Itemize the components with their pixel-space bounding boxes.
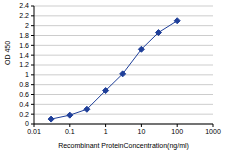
svg-text:0: 0: [25, 120, 29, 127]
svg-text:10: 10: [138, 128, 146, 135]
svg-text:Recombinant ProteinConcentrati: Recombinant ProteinConcentration(ng/ml): [58, 142, 189, 150]
svg-text:2.2: 2.2: [19, 12, 29, 19]
svg-text:1000: 1000: [205, 128, 217, 135]
svg-text:0.1: 0.1: [65, 128, 75, 135]
svg-text:1.2: 1.2: [19, 61, 29, 68]
svg-text:100: 100: [171, 128, 183, 135]
svg-text:1: 1: [25, 71, 29, 78]
svg-text:0.8: 0.8: [19, 81, 29, 88]
svg-text:0.2: 0.2: [19, 111, 29, 118]
svg-text:OD 450: OD 450: [8, 41, 11, 65]
svg-text:1: 1: [104, 128, 108, 135]
svg-text:1.4: 1.4: [19, 52, 29, 59]
svg-text:0.6: 0.6: [19, 91, 29, 98]
svg-text:1.6: 1.6: [19, 42, 29, 49]
svg-text:0.4: 0.4: [19, 101, 29, 108]
svg-text:0.01: 0.01: [27, 128, 41, 135]
svg-text:1.8: 1.8: [19, 32, 29, 39]
svg-text:2.4: 2.4: [19, 2, 29, 9]
svg-text:2: 2: [25, 22, 29, 29]
